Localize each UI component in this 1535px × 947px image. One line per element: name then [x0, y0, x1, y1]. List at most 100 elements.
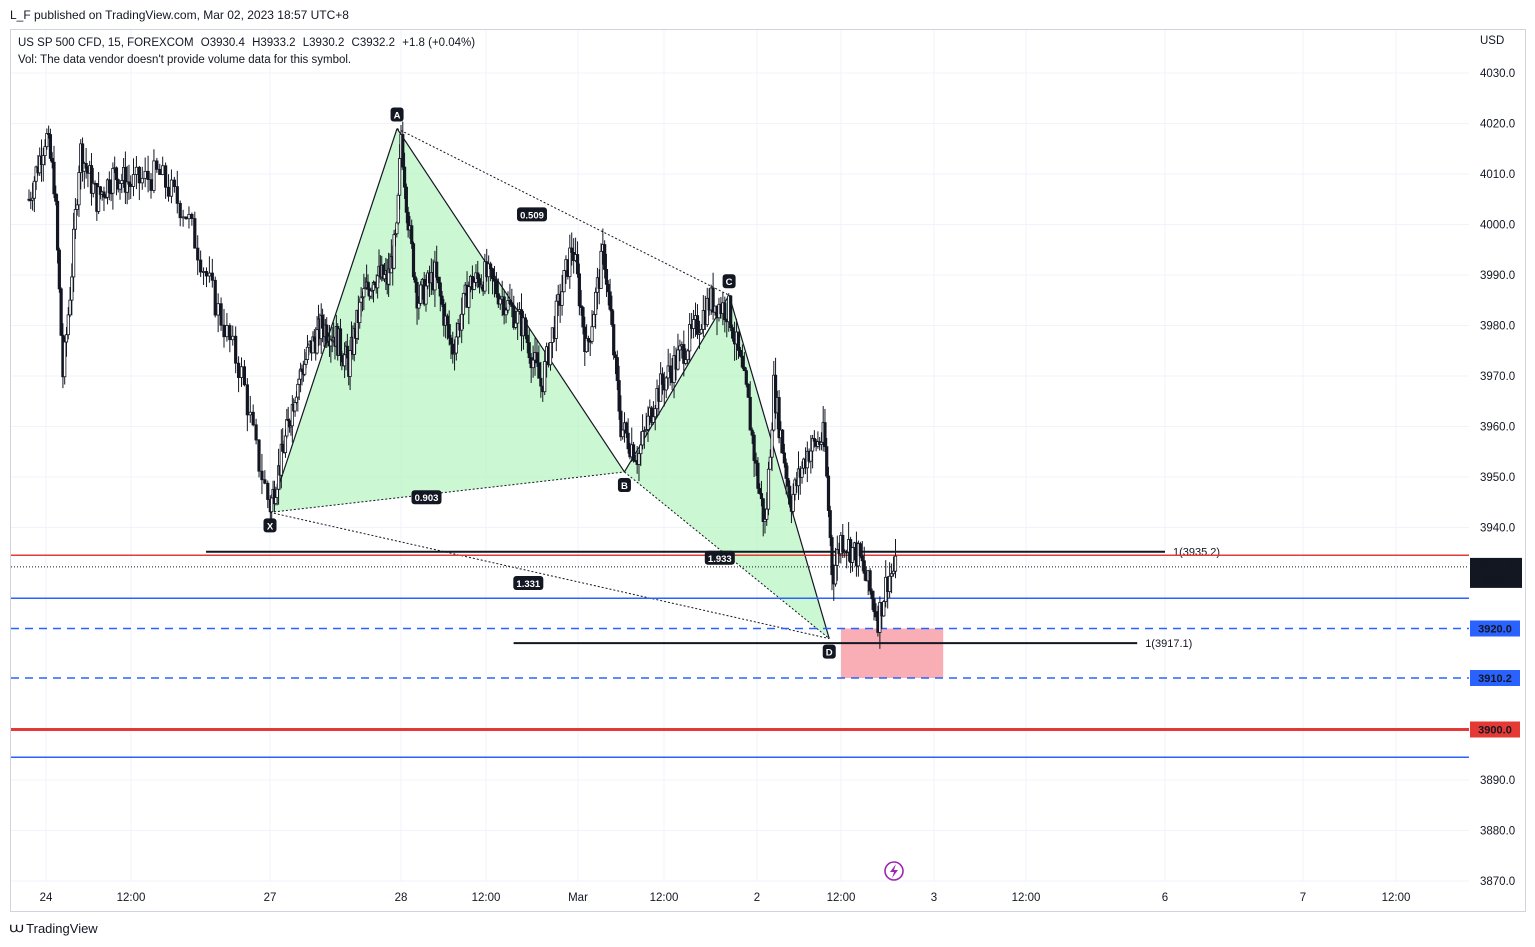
point-label-b: B [621, 481, 628, 492]
candle-body [304, 359, 308, 365]
candle-body [305, 346, 310, 360]
candle-body [752, 434, 756, 461]
change-value: +1.8 (+0.04%) [402, 37, 476, 49]
candle-body [120, 180, 124, 184]
candle-body [424, 285, 428, 305]
candle-body [467, 286, 471, 308]
candle-body [644, 429, 648, 431]
candle-body [740, 355, 744, 368]
x-tick-label: 12:00 [827, 892, 856, 904]
candle-body [811, 438, 815, 452]
candle-body [34, 166, 38, 182]
candle-body [788, 485, 792, 505]
candle-body [599, 250, 603, 289]
candle-body [251, 411, 255, 426]
y-tick-label: 4010.0 [1480, 169, 1515, 181]
candle-body [603, 244, 607, 270]
candle-body [196, 247, 200, 261]
candle-body [152, 160, 156, 191]
candle-body [207, 272, 211, 277]
candle-body [140, 177, 144, 184]
candle-body [699, 328, 703, 334]
candle-body [166, 186, 171, 197]
chart-frame [10, 29, 1526, 912]
candle-body [161, 165, 165, 175]
candle-body [543, 361, 547, 393]
candle-body [786, 478, 790, 487]
candle-body [761, 498, 765, 522]
candle-body [575, 254, 580, 275]
candle-body [266, 482, 270, 500]
last-price-badge [1470, 557, 1522, 588]
candle-body [825, 446, 829, 477]
candle-body [868, 570, 872, 592]
ratio-label-0-bg [517, 207, 547, 222]
candle-body [438, 282, 442, 297]
point-label-b-bg [617, 477, 631, 492]
point-label-a: A [394, 111, 401, 122]
candle-body [763, 518, 767, 522]
lightning-icon[interactable] [884, 861, 904, 881]
candle-body [320, 315, 325, 329]
candle-body [830, 537, 834, 576]
candle-body [254, 424, 258, 441]
candle-body [773, 374, 778, 414]
candle-body [514, 322, 518, 328]
candle-body [107, 179, 111, 194]
candle-body [204, 271, 209, 277]
candle-body [874, 611, 878, 618]
candle-body [612, 324, 616, 356]
candle-body [586, 338, 591, 342]
candle-body [512, 306, 516, 328]
candle-body [828, 510, 832, 538]
candle-body [581, 307, 585, 328]
level-price-badge-4 [1470, 620, 1520, 637]
x-tick-label: 24 [40, 892, 53, 904]
candle-body [210, 272, 214, 281]
candle-body [216, 303, 220, 316]
ratio-label-1-bg [411, 490, 442, 505]
candle-body [43, 146, 47, 156]
candle-body [729, 295, 733, 329]
y-tick-label: 4030.0 [1480, 68, 1515, 80]
candle-body [440, 295, 444, 305]
bcd-triangle [624, 295, 830, 639]
tradingview-brand[interactable]: ⩊ TradingView [10, 920, 98, 936]
candle-body [395, 222, 399, 235]
candle-body [158, 168, 162, 175]
candle-body [312, 336, 316, 342]
level-price-text-6: 3900.0 [1478, 725, 1512, 737]
symbol-name[interactable]: US SP 500 CFD, 15, FOREXCOM [18, 37, 194, 49]
candle-body [870, 590, 874, 600]
level-price-text-5: 3910.2 [1478, 673, 1512, 685]
candle-body [688, 324, 692, 352]
xd-diagonal [269, 511, 830, 640]
cd-leg [728, 295, 830, 639]
open-value: O3930.4 [200, 37, 245, 49]
point-label-x-bg [263, 518, 277, 533]
candle-body [193, 218, 197, 249]
high-value: H3933.2 [252, 37, 296, 49]
candle-body [527, 342, 531, 359]
candle-body [57, 249, 61, 290]
candle-body [45, 133, 49, 148]
candle-body [738, 349, 743, 357]
x-tick-label: 2 [754, 892, 760, 904]
candle-body [73, 209, 78, 230]
candle-body [697, 332, 702, 335]
x-tick-label: Mar [568, 892, 588, 904]
candle-body [50, 158, 54, 163]
y-tick-label: 3980.0 [1480, 321, 1515, 333]
candle-body [570, 247, 574, 253]
point-label-a-bg [390, 107, 404, 122]
candle-body [659, 373, 663, 402]
candle-body [678, 345, 682, 351]
candle-body [750, 429, 754, 436]
brand-name: TradingView [26, 920, 98, 936]
candle-body [686, 350, 690, 361]
candle-body [770, 429, 774, 458]
candle-body [768, 456, 772, 470]
candle-body [48, 134, 53, 159]
candle-body [396, 194, 400, 224]
